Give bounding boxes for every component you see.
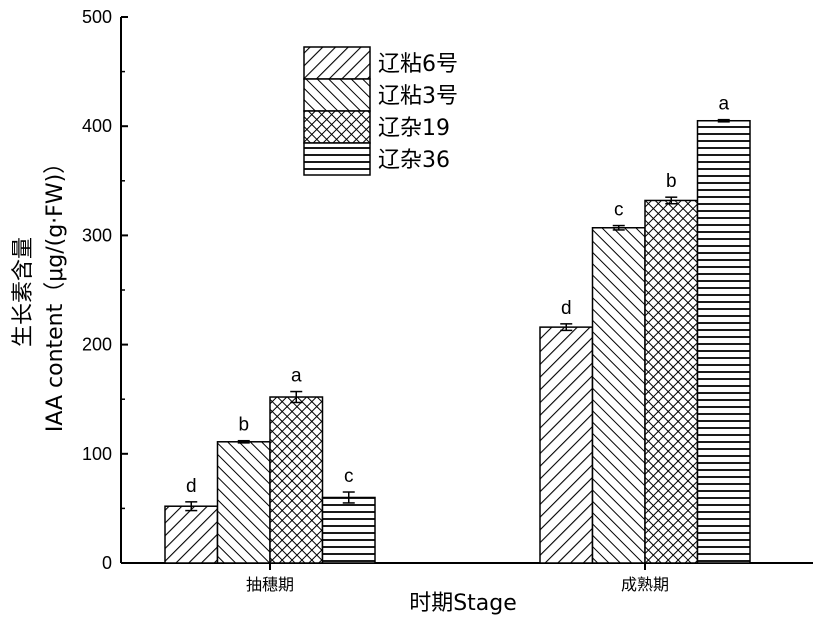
y-tick-label: 0	[102, 553, 112, 573]
y-tick-label: 300	[82, 225, 112, 245]
legend-swatch	[303, 142, 371, 176]
y-axis-title: 生长素含量 IAA content（μg/(g·FW)）	[11, 152, 68, 432]
significance-letter: a	[291, 366, 302, 387]
legend-label: 辽粘6号	[378, 52, 458, 77]
bar	[164, 505, 219, 564]
plot-area: 0 100 200 300 400 500 抽穗期 成熟期 d d b c a b c a	[82, 7, 813, 594]
y-axis-title-cn: 生长素含量	[11, 237, 36, 347]
y-tick-label: 200	[82, 335, 112, 355]
y-tick-label: 100	[82, 444, 112, 464]
y-tick-label: 400	[82, 116, 112, 136]
significance-letter: d	[186, 476, 197, 497]
y-tick-label: 500	[82, 7, 112, 27]
bar	[591, 227, 646, 564]
y-axis-title-en: IAA content（μg/(g·FW)）	[43, 152, 68, 432]
legend-swatch	[303, 110, 371, 144]
significance-letter: b	[238, 415, 249, 436]
significance-letter: b	[666, 171, 677, 192]
bar	[269, 396, 324, 564]
bar	[539, 326, 594, 564]
x-category-label: 成熟期	[621, 575, 669, 594]
significance-letter: c	[344, 466, 354, 487]
legend-label: 辽杂36	[378, 148, 450, 173]
bar	[216, 441, 271, 564]
bar	[696, 119, 751, 564]
x-category-label: 抽穗期	[246, 575, 294, 594]
x-axis-title: 时期Stage	[409, 591, 517, 616]
significance-letter: c	[614, 200, 624, 221]
legend-label: 辽粘3号	[378, 84, 458, 109]
bar	[321, 496, 376, 564]
legend-label: 辽杂19	[378, 116, 450, 141]
significance-letter: a	[718, 94, 729, 115]
significance-letter: d	[561, 298, 572, 319]
bar	[644, 199, 699, 564]
legend-swatch	[303, 46, 371, 80]
legend-swatch	[303, 78, 371, 112]
